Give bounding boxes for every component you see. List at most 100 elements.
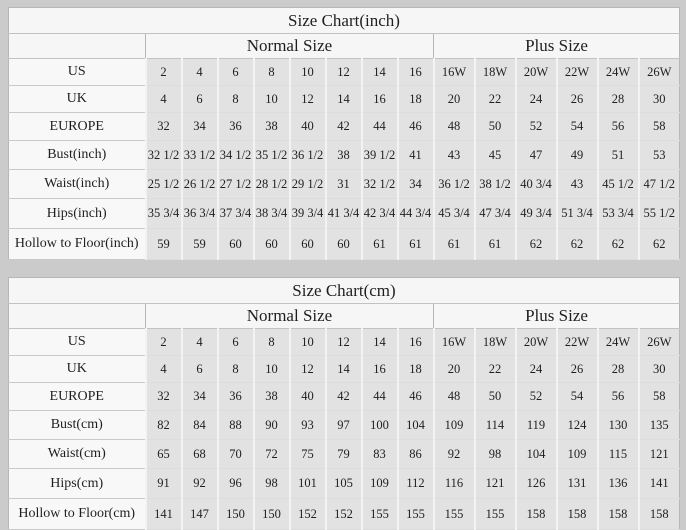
size-cell: 101 — [288, 468, 326, 499]
size-cell: 42 — [324, 112, 362, 141]
size-cell: 10 — [252, 355, 290, 383]
size-cell: 150 — [216, 498, 254, 530]
table-row: Waist(inch) 25 1/2 26 1/2 27 1/2 28 1/2 29 1/… — [8, 169, 680, 199]
table-row: Hips(inch) 35 3/4 36 3/4 37 3/4 38 3/4 39 3/4… — [8, 198, 680, 229]
size-cell: 12 — [324, 328, 362, 356]
size-cell: 22 — [473, 85, 516, 113]
size-cell: 2 — [144, 58, 182, 86]
size-cell: 40 — [288, 112, 326, 141]
size-cell: 68 — [180, 439, 218, 469]
size-cell: 29 1/2 — [288, 169, 326, 199]
size-cell: 60 — [252, 228, 290, 260]
size-cell: 115 — [596, 439, 639, 469]
size-cell: 36 1/2 — [288, 140, 326, 170]
size-cell: 141 — [144, 498, 182, 530]
size-cell: 44 — [360, 112, 398, 141]
size-cell: 49 3/4 — [514, 198, 557, 229]
size-cell: 12 — [288, 85, 326, 113]
row-label: US — [8, 328, 146, 356]
size-cell: 20 — [432, 355, 475, 383]
size-cell: 16 — [396, 58, 434, 86]
size-cell: 43 — [555, 169, 598, 199]
size-cell: 62 — [596, 228, 639, 260]
size-cell: 90 — [252, 410, 290, 440]
group-header-row: Normal Size Plus Size — [8, 303, 680, 329]
size-cell: 33 1/2 — [180, 140, 218, 170]
size-cell: 49 — [555, 140, 598, 170]
size-cell: 6 — [216, 58, 254, 86]
size-cell: 96 — [216, 468, 254, 499]
size-cell: 45 3/4 — [432, 198, 475, 229]
size-cell: 28 — [596, 355, 639, 383]
size-cell: 34 — [180, 382, 218, 411]
size-cell: 4 — [180, 328, 218, 356]
size-cell: 100 — [360, 410, 398, 440]
size-cell: 56 — [596, 112, 639, 141]
size-cell: 155 — [360, 498, 398, 530]
size-cell: 47 3/4 — [473, 198, 516, 229]
size-cell: 141 — [637, 468, 680, 499]
size-cell: 4 — [144, 85, 182, 113]
size-cell: 41 — [396, 140, 434, 170]
size-cell: 42 — [324, 382, 362, 411]
size-cell: 44 — [360, 382, 398, 411]
size-cell: 4 — [144, 355, 182, 383]
table-row: US 2 4 6 8 10 12 14 16 16W 18W 20W 22W 24W 26W — [8, 328, 680, 356]
size-cell: 121 — [473, 468, 516, 499]
normal-size-header: Normal Size — [145, 303, 434, 329]
size-cell: 26W — [637, 328, 680, 356]
size-cell: 28 1/2 — [252, 169, 290, 199]
size-cell: 72 — [252, 439, 290, 469]
row-label: Hollow to Floor(inch) — [8, 228, 146, 260]
size-cell: 16W — [432, 328, 475, 356]
size-chart-inch-table: Size Chart(inch) Normal Size Plus Size U… — [8, 7, 680, 260]
size-cell: 12 — [288, 355, 326, 383]
size-cell: 91 — [144, 468, 182, 499]
size-cell: 98 — [252, 468, 290, 499]
size-cell: 36 1/2 — [432, 169, 475, 199]
size-cell: 8 — [216, 355, 254, 383]
size-cell: 150 — [252, 498, 290, 530]
size-cell: 35 3/4 — [144, 198, 182, 229]
size-cell: 158 — [555, 498, 598, 530]
size-cell: 46 — [396, 382, 434, 411]
table-title: Size Chart(inch) — [8, 7, 680, 34]
size-cell: 22W — [555, 328, 598, 356]
size-cell: 32 1/2 — [360, 169, 398, 199]
size-cell: 34 1/2 — [216, 140, 254, 170]
size-chart-cm-table: Size Chart(cm) Normal Size Plus Size US 2… — [8, 277, 680, 530]
size-cell: 88 — [216, 410, 254, 440]
size-cell: 155 — [432, 498, 475, 530]
row-label: Hips(cm) — [8, 468, 146, 499]
size-cell: 18W — [473, 58, 516, 86]
size-cell: 48 — [432, 382, 475, 411]
table-row: US 2 4 6 8 10 12 14 16 16W 18W 20W 22W 24W 26W — [8, 58, 680, 86]
size-cell: 82 — [144, 410, 182, 440]
size-cell: 18 — [396, 355, 434, 383]
size-cell: 130 — [596, 410, 639, 440]
size-cell: 14 — [360, 58, 398, 86]
size-cell: 32 1/2 — [144, 140, 182, 170]
size-cell: 62 — [555, 228, 598, 260]
size-cell: 93 — [288, 410, 326, 440]
size-cell: 45 1/2 — [596, 169, 639, 199]
size-cell: 41 3/4 — [324, 198, 362, 229]
size-cell: 30 — [637, 355, 680, 383]
table-row: UK 4 6 8 10 12 14 16 18 20 22 24 26 28 30 — [8, 355, 680, 383]
size-cell: 35 1/2 — [252, 140, 290, 170]
size-cell: 36 3/4 — [180, 198, 218, 229]
size-cell: 56 — [596, 382, 639, 411]
size-cell: 22W — [555, 58, 598, 86]
size-cell: 30 — [637, 85, 680, 113]
size-cell: 104 — [396, 410, 434, 440]
size-cell: 14 — [324, 355, 362, 383]
size-cell: 54 — [555, 382, 598, 411]
row-label: UK — [8, 355, 146, 383]
size-cell: 20 — [432, 85, 475, 113]
size-cell: 20W — [514, 328, 557, 356]
row-label: Bust(inch) — [8, 140, 146, 170]
size-cell: 39 3/4 — [288, 198, 326, 229]
size-cell: 46 — [396, 112, 434, 141]
size-cell: 16 — [396, 328, 434, 356]
size-cell: 59 — [144, 228, 182, 260]
